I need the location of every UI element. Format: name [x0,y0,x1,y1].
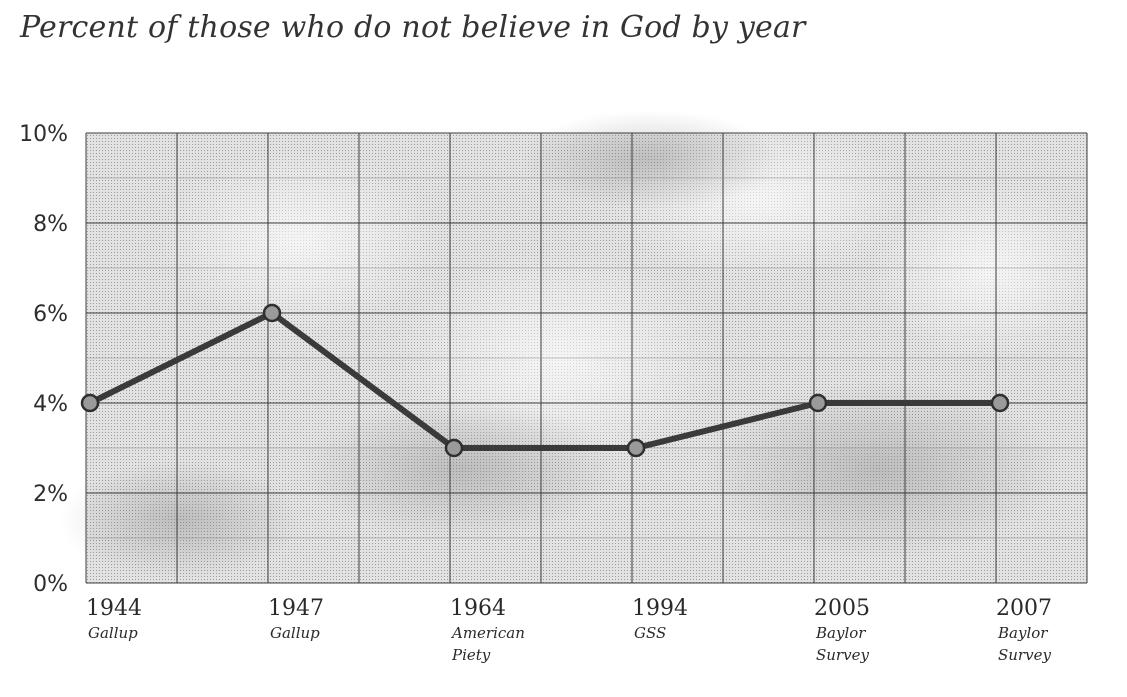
x-source-label: Gallup [88,624,138,642]
y-tick-label: 4% [33,392,68,417]
data-point [990,393,1010,413]
data-point [262,303,282,323]
y-tick-label: 0% [33,572,68,597]
data-point [626,438,646,458]
chart-title: Percent of those who do not believe in G… [20,10,806,45]
x-source-label: Baylor [997,624,1048,642]
x-source-label: Gallup [270,624,320,642]
x-tick-label: 1994 [632,596,688,621]
x-axis: 1944 Gallup 1947 Gallup 1964 American Piety 199… [86,596,1052,664]
y-tick-label: 2% [33,482,68,507]
y-axis: 0% 2% 4% 6% 8% 10% [19,122,68,597]
plot-background [60,110,1110,583]
series [80,303,1010,458]
y-tick-label: 6% [33,302,68,327]
y-tick-label: 8% [33,212,68,237]
x-source-label: Baylor [815,624,866,642]
x-source-label: Survey [998,646,1051,664]
x-tick-label: 2007 [996,596,1052,621]
x-tick-label: 1964 [450,596,506,621]
x-source-label: GSS [634,624,666,642]
data-point [444,438,464,458]
x-source-label: Piety [451,646,491,664]
data-point [808,393,828,413]
x-source-label: Survey [816,646,869,664]
y-tick-label: 10% [19,122,68,147]
x-tick-label: 1947 [268,596,324,621]
x-tick-label: 2005 [814,596,870,621]
x-source-label: American [450,624,525,642]
x-tick-label: 1944 [86,596,142,621]
series-line [87,310,1003,451]
data-point [80,393,100,413]
